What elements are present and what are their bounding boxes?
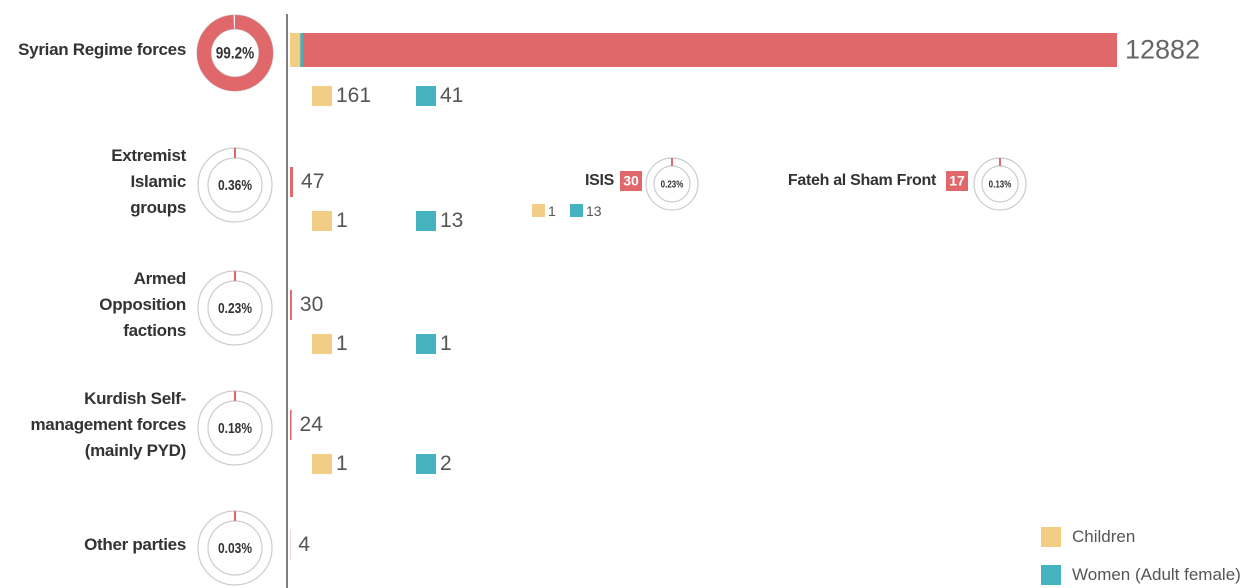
subgroup-swatch [570, 204, 583, 217]
value-label: 24 [299, 413, 323, 436]
value-label: 30 [299, 293, 324, 316]
value-label: 4 [298, 533, 310, 556]
legend-swatch-small [312, 211, 332, 231]
legend-swatch-small [416, 86, 436, 106]
subgroup-breakdown: 1 [548, 203, 556, 219]
subgroup-bar [620, 171, 642, 191]
value-label: 12882 [1125, 34, 1201, 65]
breakdown-label: 41 [440, 84, 464, 107]
breakdown-label: 1 [336, 332, 348, 355]
category-label: Extremist Islamic groups [111, 146, 186, 217]
bar-segment [300, 33, 303, 67]
subgroup-label: Fateh al Sham Front [787, 172, 936, 189]
legend-label: Children [1072, 527, 1136, 546]
category-label: Kurdish Self-management forces (mainly P… [30, 389, 186, 460]
legend-swatch-small [312, 86, 332, 106]
legend-label: Women (Adult female) [1072, 565, 1241, 584]
donut-label: 0.36% [218, 177, 252, 194]
donut-label: 0.23% [218, 300, 252, 317]
subgroup-bar [946, 171, 968, 191]
subgroup-breakdown: 13 [586, 203, 602, 219]
subgroup-swatch [532, 204, 545, 217]
bar-segment [290, 33, 301, 67]
legend-swatch-small [416, 211, 436, 231]
breakdown-label: 2 [440, 452, 452, 475]
legend-swatch [1041, 565, 1061, 585]
legend-swatch-small [312, 334, 332, 354]
subgroup-value: 17 [949, 173, 965, 189]
subgroup-value: 30 [623, 173, 639, 189]
breakdown-label: 161 [336, 84, 372, 107]
donut-label: 0.18% [218, 420, 252, 437]
category-label: Syrian Regime forces [18, 40, 186, 59]
value-label: 47 [301, 170, 325, 193]
breakdown-label: 1 [440, 332, 452, 355]
breakdown-label: 13 [440, 209, 464, 232]
legend-swatch-small [416, 334, 436, 354]
breakdown-label: 1 [336, 209, 348, 232]
legend-swatch-small [416, 454, 436, 474]
donut-arc [197, 15, 273, 91]
bar [290, 290, 292, 320]
breakdown-label: 1 [336, 452, 348, 475]
donut-label: 99.2% [216, 44, 255, 63]
donut-label: 0.23% [661, 179, 684, 190]
category-label: Armed Opposition factions [99, 269, 186, 340]
bar [290, 167, 294, 197]
donut-label: 0.03% [218, 540, 252, 557]
donut-label: 0.13% [989, 179, 1012, 190]
subgroup-label: ISIS [584, 172, 614, 189]
bar [290, 33, 1117, 67]
legend-swatch-small [312, 454, 332, 474]
legend-swatch [1041, 527, 1061, 547]
bar [290, 410, 292, 440]
category-label: Other parties [84, 535, 186, 554]
